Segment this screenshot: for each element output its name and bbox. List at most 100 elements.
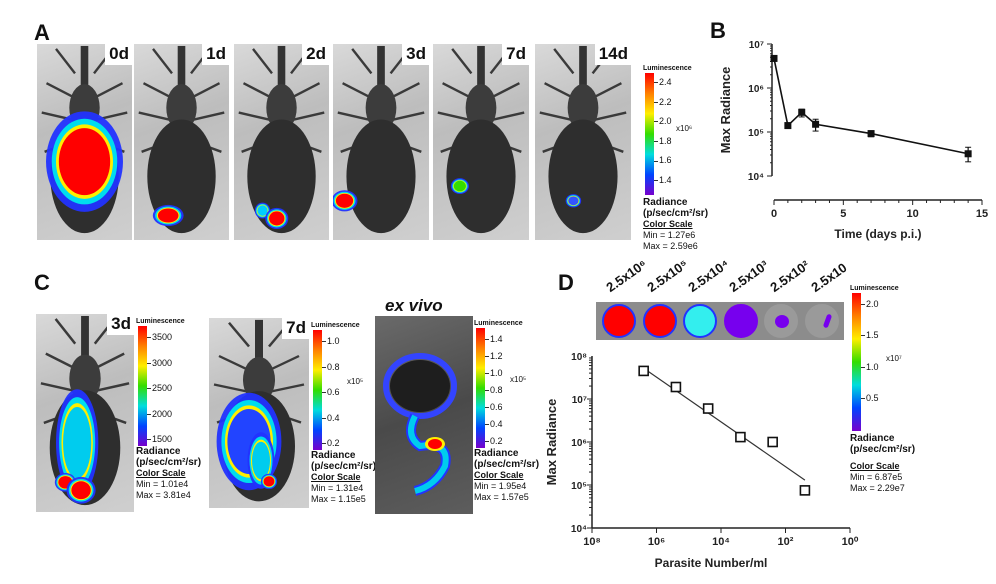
color-scale-title: Color Scale	[311, 472, 361, 482]
colorbar-footer: Radiance (p/sec/cm²/sr) Color Scale Min = 1…	[474, 448, 539, 503]
color-scale-min: Min = 6.87e5	[850, 472, 903, 482]
panel-c-letter: C	[34, 270, 50, 295]
data-point	[867, 130, 875, 138]
colorbar-gradient	[645, 73, 654, 195]
day-label: 14d	[594, 44, 631, 65]
well-concentration-label: 2.5x10²	[767, 257, 813, 295]
colorbar-gradient	[852, 293, 861, 431]
day-label: 7d	[502, 44, 529, 65]
color-scale-max: Max = 1.15e5	[311, 494, 366, 504]
x-tick-label: 10⁴	[712, 536, 730, 548]
colorbar-multiplier: x10⁷	[886, 354, 902, 363]
insect-silhouette	[333, 45, 425, 234]
y-tick-label: 10⁵	[571, 481, 587, 492]
well-signal	[775, 315, 789, 328]
color-scale-min: Min = 1.27e6	[643, 230, 696, 240]
colorbar-tick-label: 0.4	[322, 413, 340, 424]
well-concentration-label: 2.5x10³	[726, 257, 772, 295]
panel-a-photo: 7d	[433, 44, 529, 240]
fit-line	[643, 367, 806, 481]
colorbar-tick-label: 1.0	[322, 336, 340, 347]
panel-d-colorbar: Luminescence 2.0 1.5 1.0 0.5 x10⁷ Radiance …	[850, 283, 950, 503]
color-scale-min: Min = 1.01e4	[136, 479, 189, 489]
x-axis-label: Time (days p.i.)	[834, 227, 921, 241]
colorbar-multiplier: x10⁵	[347, 377, 364, 386]
color-scale-max: Max = 2.29e7	[850, 483, 905, 493]
colorbar-footer: Radiance (p/sec/cm²/sr) Color Scale Min = 1…	[311, 450, 376, 505]
data-point	[638, 365, 649, 377]
colorbar-gradient	[313, 330, 322, 450]
series-line	[773, 58, 969, 155]
color-scale-min: Min = 1.95e4	[474, 481, 527, 491]
data-point	[784, 122, 792, 130]
color-scale-title: Color Scale	[474, 470, 524, 480]
y-tick-label: 10⁶	[748, 84, 764, 95]
y-tick-label: 10⁶	[571, 438, 587, 449]
colorbar-ticks: 1.4 1.2 1.0 0.8 0.6 0.4 0.2	[485, 328, 525, 448]
colorbar-tick-label: 0.8	[322, 362, 340, 373]
colorbar-tick-label: 1.4	[654, 175, 672, 186]
data-point	[812, 120, 820, 128]
panel-d-well-plate	[596, 302, 844, 340]
radiance-unit: (p/sec/cm²/sr)	[643, 208, 709, 219]
panel-c-colorbar: Luminescence 1.4 1.2 1.0 0.8 0.6 0.4 0.2 x10⁵ Rad…	[474, 318, 544, 518]
day-label: 3d	[107, 314, 134, 335]
panel-c-photo: 7d	[209, 318, 309, 508]
colorbar-tick-label: 1.4	[485, 334, 503, 345]
colorbar-tick-label: 2.2	[654, 97, 672, 108]
colorbar-tick-label: 0.6	[322, 387, 340, 398]
panel-a-letter: A	[34, 20, 50, 45]
colorbar-footer: Radiance (p/sec/cm²/sr) Color Scale Min …	[643, 197, 708, 252]
y-axis-label: Max Radiance	[544, 399, 559, 486]
colorbar-multiplier: x10⁶	[676, 124, 693, 133]
well	[723, 304, 758, 338]
x-tick-label: 10	[907, 208, 919, 220]
x-tick-label: 0	[771, 208, 777, 220]
colorbar-tick-label: 0.8	[485, 385, 503, 396]
x-tick-label: 10⁰	[842, 536, 859, 548]
day-label: 2d	[302, 44, 329, 65]
well-concentration-label: 2.5x10⁵	[644, 256, 691, 295]
y-axis-label: Max Radiance	[718, 67, 733, 154]
insect-silhouette	[40, 315, 130, 506]
well-signal	[822, 313, 832, 329]
colorbar-tick-label: 2000	[147, 409, 172, 420]
color-scale-title: Color Scale	[136, 468, 186, 478]
ex-vivo-title: ex vivo	[385, 296, 443, 315]
colorbar-footer: Radiance (p/sec/cm²/sr) Color Scale Min = 1…	[136, 446, 201, 501]
colorbar-ticks: 2.4 2.2 2.0 1.8 1.6 1.4	[654, 73, 694, 195]
day-label: 0d	[105, 44, 132, 65]
well	[804, 304, 839, 338]
data-point	[735, 431, 746, 443]
x-tick-label: 15	[976, 208, 988, 220]
color-scale-title: Color Scale	[850, 461, 900, 471]
well	[764, 304, 798, 338]
radiance-label: Radiance	[136, 446, 181, 457]
panel-c-photo	[375, 316, 473, 514]
color-scale-max: Max = 2.59e6	[643, 241, 698, 251]
well-concentration-label: 2.5x10⁶	[603, 256, 650, 295]
colorbar-tick-label: 3500	[147, 332, 172, 343]
panel-a-photo: 0d	[37, 44, 132, 240]
y-tick-label: 10⁸	[571, 352, 587, 363]
colorbar-tick-label: 2.0	[654, 116, 672, 127]
color-scale-max: Max = 3.81e4	[136, 490, 191, 500]
data-point	[964, 150, 972, 158]
radiance-label: Radiance	[311, 450, 356, 461]
data-point	[767, 436, 778, 448]
insect-silhouette	[41, 45, 128, 234]
panel-a-photo: 3d	[333, 44, 429, 240]
colorbar-gradient	[138, 326, 147, 446]
colorbar-multiplier: x10⁵	[510, 375, 527, 384]
colorbar-tick-label: 0.4	[485, 419, 503, 430]
well	[683, 304, 717, 338]
panel-a-photo: 14d	[535, 44, 631, 240]
data-point	[799, 485, 811, 496]
colorbar-tick-label: 1.0	[861, 362, 879, 373]
panel-a-colorbar: Luminescence 2.4 2.2 2.0 1.8 1.6 1.4 x10⁶ Rad…	[643, 63, 733, 251]
panel-c-colorbar: Luminescence 1.0 0.8 0.6 0.4 0.2 x10⁵ Radiance(…	[311, 320, 381, 520]
radiance-unit: (p/sec/cm²/sr)	[474, 459, 540, 470]
y-tick-label: 10⁷	[572, 395, 587, 406]
colorbar-title: Luminescence	[311, 322, 360, 329]
radiance-unit: (p/sec/cm²/sr)	[850, 444, 916, 455]
